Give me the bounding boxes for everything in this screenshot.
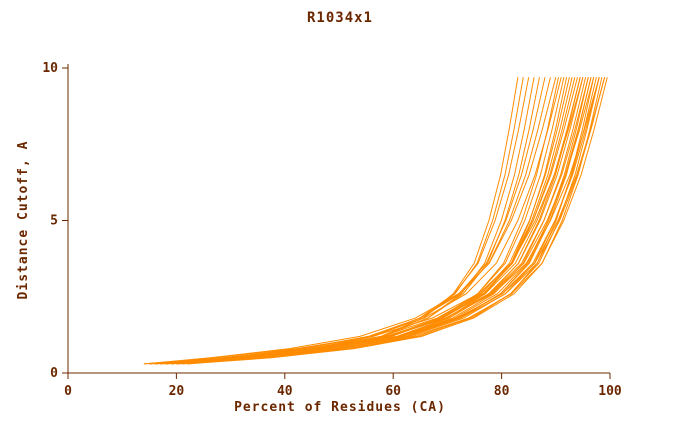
curve (187, 77, 581, 365)
y-tick-label: 0 (50, 366, 58, 381)
curve (187, 77, 608, 365)
y-axis-label-text: Distance Cutoff, A (16, 140, 31, 300)
curve (160, 77, 581, 365)
x-tick-label: 100 (598, 384, 622, 399)
curve (170, 77, 559, 365)
x-tick-label: 80 (494, 384, 510, 399)
curve (149, 77, 595, 365)
curve (165, 77, 592, 365)
curve (176, 77, 592, 365)
curve (160, 77, 606, 365)
curve (176, 77, 587, 365)
curve (165, 77, 600, 365)
x-tick-label: 40 (277, 384, 293, 399)
x-tick-label: 0 (64, 384, 72, 399)
curve (170, 77, 562, 365)
curve (154, 77, 570, 365)
y-tick-label: 10 (42, 61, 58, 76)
x-axis-label: Percent of Residues (CA) (234, 400, 446, 415)
curve (154, 77, 584, 365)
curve (149, 77, 530, 365)
curve (176, 77, 603, 365)
chart-title: R1034x1 (306, 10, 373, 26)
curve (165, 77, 524, 365)
curve (181, 77, 600, 365)
curve (154, 77, 546, 365)
y-tick-label: 5 (50, 214, 58, 229)
curve (170, 77, 597, 365)
curve (149, 77, 573, 365)
curve (154, 77, 600, 365)
curve (143, 77, 584, 365)
x-tick-label: 20 (169, 384, 185, 399)
x-tick-label: 60 (385, 384, 401, 399)
curve (181, 77, 589, 365)
curve (176, 77, 540, 365)
curve (170, 77, 535, 365)
